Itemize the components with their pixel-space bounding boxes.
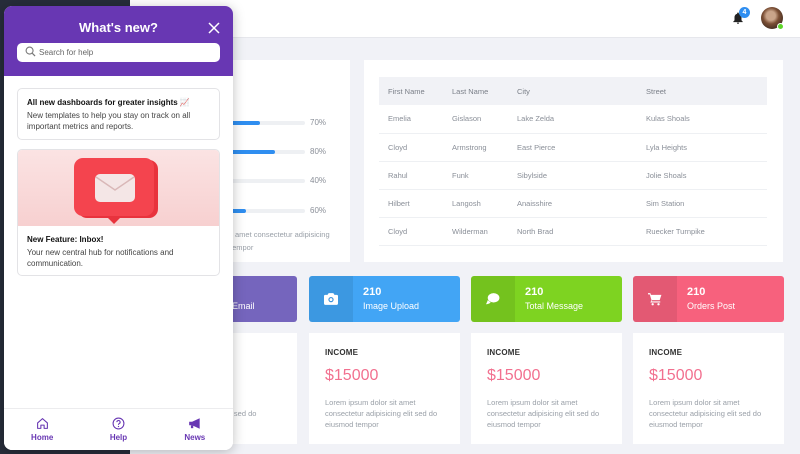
- help-icon: [112, 417, 125, 430]
- income-card: INCOME $15000 Lorem ipsum dolor sit amet…: [471, 333, 622, 444]
- cell-street: Lyla Heights: [637, 133, 767, 162]
- stat-card-total-message[interactable]: 210 Total Message: [471, 276, 622, 322]
- progress-card: 70% 80% 40% 60% amet consectetur adipisi…: [230, 60, 350, 262]
- news-card-inbox[interactable]: New Feature: Inbox! Your new central hub…: [17, 149, 220, 276]
- cell-street: Kulas Shoals: [637, 105, 767, 134]
- camera-icon: [324, 293, 338, 305]
- cell-last-name: Funk: [443, 161, 508, 190]
- cell-city: Lake Zelda: [508, 105, 637, 134]
- envelope-icon: [74, 158, 158, 224]
- cell-city: Anaisshire: [508, 189, 637, 218]
- progress-bar: [230, 179, 305, 183]
- top-header: 4: [130, 0, 800, 38]
- cell-first-name: Cloyd: [379, 133, 443, 162]
- chat-icon: [486, 293, 500, 305]
- stat-card-orders-post[interactable]: 210 Orders Post: [633, 276, 784, 322]
- nav-help[interactable]: Help: [80, 409, 156, 450]
- progress-label: 70%: [310, 118, 327, 127]
- progress-bar: [230, 121, 305, 125]
- cell-last-name: Armstrong: [443, 133, 508, 162]
- nav-label: News: [184, 433, 206, 442]
- news-heading: New Feature: Inbox!: [27, 235, 104, 244]
- column-header[interactable]: City: [508, 77, 637, 105]
- cart-icon: [648, 293, 662, 306]
- stat-number: 210: [687, 286, 706, 298]
- search-icon: [25, 46, 36, 57]
- stat-label: Total Message: [525, 301, 584, 311]
- stat-label: Image Upload: [363, 301, 420, 311]
- nav-label: Home: [31, 433, 54, 442]
- notification-badge: 4: [739, 7, 750, 18]
- cell-first-name: Rahul: [379, 161, 443, 190]
- news-body: Your new central hub for notifications a…: [27, 248, 174, 268]
- stat-number: 210: [363, 286, 382, 298]
- inbox-illustration: [18, 150, 219, 226]
- icon-box: [309, 276, 353, 322]
- column-header[interactable]: Street: [637, 77, 767, 105]
- income-title: INCOME: [649, 348, 683, 357]
- cell-last-name: Gislason: [443, 105, 508, 134]
- progress-bar: [230, 209, 305, 213]
- cell-street: Ruecker Turnpike: [637, 217, 767, 246]
- home-icon: [36, 418, 48, 429]
- cell-first-name: Hilbert: [379, 189, 443, 218]
- megaphone-icon: [188, 418, 200, 429]
- income-amount: $15000: [325, 367, 379, 384]
- cell-first-name: Cloyd: [379, 217, 443, 246]
- stat-label: Orders Post: [687, 301, 736, 311]
- cell-city: Sibylside: [508, 161, 637, 190]
- news-card-dashboards[interactable]: All new dashboards for greater insights …: [17, 88, 220, 140]
- income-amount: $15000: [487, 367, 541, 384]
- panel-footer-nav: Home Help News: [4, 408, 233, 450]
- cell-first-name: Emelia: [379, 105, 443, 134]
- progress-description: amet consectetur adipisicing tempor: [230, 230, 330, 252]
- table-row[interactable]: Emelia Gislason Lake Zelda Kulas Shoals: [379, 105, 767, 134]
- cell-city: East Pierce: [508, 133, 637, 162]
- income-title: INCOME: [325, 348, 359, 357]
- stat-card-image-upload[interactable]: 210 Image Upload: [309, 276, 460, 322]
- panel-header: What's new?: [4, 6, 233, 76]
- whats-new-panel: What's new? All new dashboards for great…: [4, 6, 233, 450]
- table-header-row: First Name Last Name City Street: [379, 77, 767, 105]
- search-box: [17, 43, 220, 62]
- panel-title: What's new?: [79, 20, 158, 35]
- nav-home[interactable]: Home: [4, 409, 80, 450]
- income-desc: Lorem ipsum dolor sit amet consectetur a…: [487, 398, 600, 429]
- table-row[interactable]: Cloyd Armstrong East Pierce Lyla Heights: [379, 133, 767, 162]
- progress-bar: [230, 150, 305, 154]
- table-row[interactable]: Hilbert Langosh Anaisshire Sim Station: [379, 189, 767, 218]
- progress-label: 80%: [310, 147, 327, 156]
- users-table-card: First Name Last Name City Street Emelia …: [364, 60, 783, 262]
- income-desc: Lorem ipsum dolor sit amet consectetur a…: [325, 398, 438, 429]
- stat-label: Email: [232, 301, 255, 311]
- cell-last-name: Wilderman: [443, 217, 508, 246]
- cell-last-name: Langosh: [443, 189, 508, 218]
- search-input[interactable]: [39, 43, 214, 62]
- icon-box: [633, 276, 677, 322]
- income-desc: Lorem ipsum dolor sit amet consectetur a…: [649, 398, 762, 429]
- users-table: First Name Last Name City Street Emelia …: [379, 77, 767, 246]
- income-title: INCOME: [487, 348, 521, 357]
- stat-number: 210: [525, 286, 544, 298]
- nav-news[interactable]: News: [157, 409, 233, 450]
- income-amount: $15000: [649, 367, 703, 384]
- news-heading: All new dashboards for greater insights …: [27, 98, 190, 107]
- column-header[interactable]: Last Name: [443, 77, 508, 105]
- online-status-dot: [777, 23, 784, 30]
- income-card: INCOME $15000 Lorem ipsum dolor sit amet…: [309, 333, 460, 444]
- cell-street: Jolie Shoals: [637, 161, 767, 190]
- income-card: INCOME $15000 Lorem ipsum dolor sit amet…: [633, 333, 784, 444]
- close-icon[interactable]: [207, 21, 221, 35]
- progress-label: 40%: [310, 176, 327, 185]
- column-header[interactable]: First Name: [379, 77, 443, 105]
- icon-box: [471, 276, 515, 322]
- table-row[interactable]: Rahul Funk Sibylside Jolie Shoals: [379, 161, 767, 190]
- cell-street: Sim Station: [637, 189, 767, 218]
- progress-label: 60%: [310, 206, 327, 215]
- cell-city: North Brad: [508, 217, 637, 246]
- news-body: New templates to help you stay on track …: [27, 111, 191, 131]
- nav-label: Help: [109, 433, 128, 442]
- table-row[interactable]: Cloyd Wilderman North Brad Ruecker Turnp…: [379, 217, 767, 246]
